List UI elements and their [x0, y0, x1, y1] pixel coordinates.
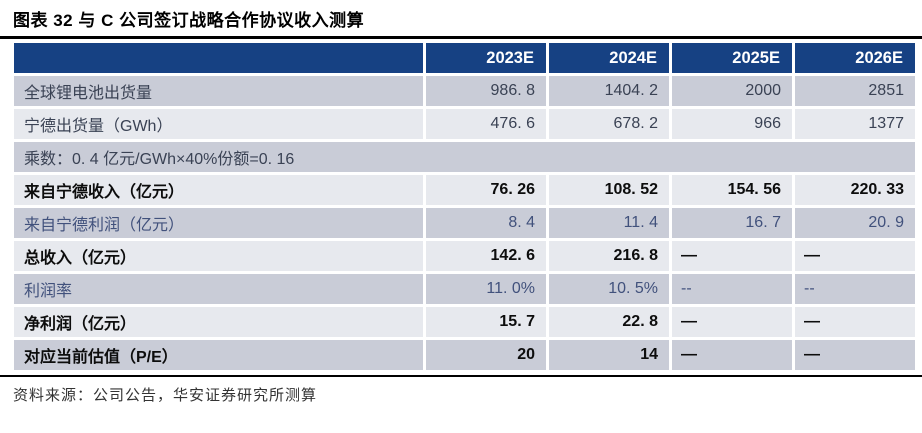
header-corner-cell [14, 43, 423, 73]
cell-2026e: — [795, 307, 915, 337]
row-label-merged: 乘数：0. 4 亿元/GWh×40%份额=0. 16 [14, 142, 915, 172]
table-row-pe-valuation: 对应当前估值（P/E） 20 14 — — [14, 340, 915, 370]
cell-2023e: 476. 6 [426, 109, 546, 139]
cell-2023e: 8. 4 [426, 208, 546, 238]
cell-2024e: 22. 8 [549, 307, 669, 337]
cell-2024e: 1404. 2 [549, 76, 669, 106]
table-row-global-shipments: 全球锂电池出货量 986. 8 1404. 2 2000 2851 [14, 76, 915, 106]
cell-2025e: — [672, 307, 792, 337]
table-row-profit-margin: 利润率 11. 0% 10. 5% -- -- [14, 274, 915, 304]
table-container: 2023E 2024E 2025E 2026E 全球锂电池出货量 986. 8 … [0, 39, 922, 373]
column-header-2023e: 2023E [426, 43, 546, 73]
column-header-2025e: 2025E [672, 43, 792, 73]
cell-2024e: 108. 52 [549, 175, 669, 205]
table-row-catl-shipments: 宁德出货量（GWh） 476. 6 678. 2 966 1377 [14, 109, 915, 139]
source-note: 资料来源：公司公告，华安证券研究所测算 [13, 388, 318, 404]
footer-divider [0, 375, 922, 377]
cell-2024e: 678. 2 [549, 109, 669, 139]
row-label: 对应当前估值（P/E） [14, 340, 423, 370]
cell-2026e: — [795, 340, 915, 370]
cell-2024e: 11. 4 [549, 208, 669, 238]
title-divider [0, 36, 922, 39]
cell-2025e: — [672, 340, 792, 370]
cell-2026e: -- [795, 274, 915, 304]
cell-2025e: 16. 7 [672, 208, 792, 238]
row-label: 全球锂电池出货量 [14, 76, 423, 106]
cell-2026e: 1377 [795, 109, 915, 139]
cell-2023e: 20 [426, 340, 546, 370]
row-label: 总收入（亿元） [14, 241, 423, 271]
cell-2023e: 986. 8 [426, 76, 546, 106]
revenue-estimate-table: 2023E 2024E 2025E 2026E 全球锂电池出货量 986. 8 … [11, 40, 918, 373]
cell-2026e: 20. 9 [795, 208, 915, 238]
cell-2026e: — [795, 241, 915, 271]
table-row-total-revenue: 总收入（亿元） 142. 6 216. 8 — — [14, 241, 915, 271]
cell-2026e: 220. 33 [795, 175, 915, 205]
table-row-catl-revenue: 来自宁德收入（亿元） 76. 26 108. 52 154. 56 220. 3… [14, 175, 915, 205]
row-label: 净利润（亿元） [14, 307, 423, 337]
cell-2026e: 2851 [795, 76, 915, 106]
column-header-2026e: 2026E [795, 43, 915, 73]
figure-title: 图表 32 与 C 公司签订战略合作协议收入测算 [13, 11, 365, 30]
cell-2025e: 154. 56 [672, 175, 792, 205]
header-row: 2023E 2024E 2025E 2026E [14, 43, 915, 73]
table-row-net-profit: 净利润（亿元） 15. 7 22. 8 — — [14, 307, 915, 337]
cell-2023e: 11. 0% [426, 274, 546, 304]
cell-2024e: 14 [549, 340, 669, 370]
table-row-catl-profit: 来自宁德利润（亿元） 8. 4 11. 4 16. 7 20. 9 [14, 208, 915, 238]
cell-2023e: 142. 6 [426, 241, 546, 271]
cell-2023e: 15. 7 [426, 307, 546, 337]
cell-2025e: — [672, 241, 792, 271]
cell-2025e: 966 [672, 109, 792, 139]
cell-2025e: 2000 [672, 76, 792, 106]
row-label: 利润率 [14, 274, 423, 304]
row-label: 宁德出货量（GWh） [14, 109, 423, 139]
cell-2025e: -- [672, 274, 792, 304]
cell-2024e: 216. 8 [549, 241, 669, 271]
cell-2024e: 10. 5% [549, 274, 669, 304]
row-label: 来自宁德利润（亿元） [14, 208, 423, 238]
row-label: 来自宁德收入（亿元） [14, 175, 423, 205]
table-row-multiplier: 乘数：0. 4 亿元/GWh×40%份额=0. 16 [14, 142, 915, 172]
column-header-2024e: 2024E [549, 43, 669, 73]
cell-2023e: 76. 26 [426, 175, 546, 205]
